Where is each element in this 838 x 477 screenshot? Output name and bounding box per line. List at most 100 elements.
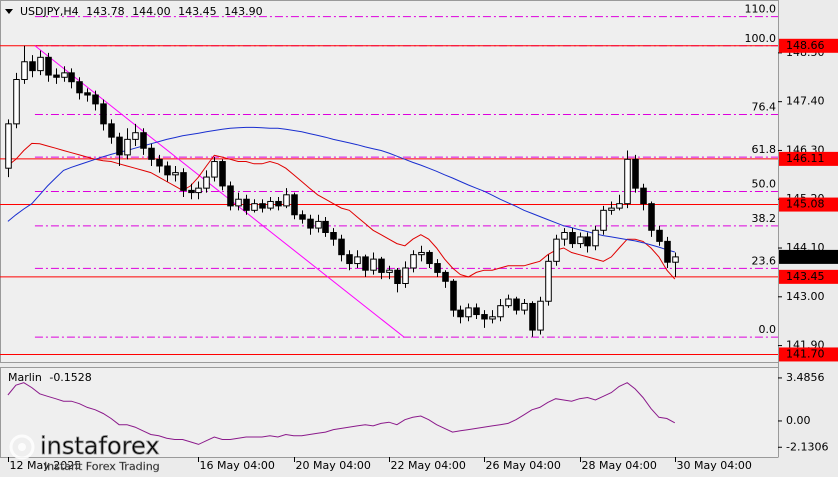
header-low: 143.45 bbox=[178, 5, 217, 18]
candle-body bbox=[53, 74, 60, 78]
candle-body bbox=[29, 61, 36, 72]
candle-body bbox=[203, 176, 210, 189]
fib-level-label: 76.4 bbox=[752, 101, 777, 114]
indicator-panel bbox=[0, 367, 779, 458]
price-axis bbox=[778, 0, 838, 477]
candle-body bbox=[545, 260, 552, 302]
candle-body bbox=[315, 220, 322, 229]
candle-body bbox=[291, 194, 298, 216]
candle-body bbox=[322, 220, 329, 234]
candle-body bbox=[124, 138, 131, 156]
candle-body bbox=[108, 123, 115, 138]
header-close: 143.90 bbox=[224, 5, 263, 18]
candle-body bbox=[227, 185, 234, 207]
candle-body bbox=[672, 256, 679, 263]
candle-body bbox=[37, 56, 44, 72]
watermark bbox=[9, 434, 35, 460]
candle-body bbox=[529, 302, 536, 331]
candle-body bbox=[584, 236, 591, 247]
x-tick-label: 22 May 04:00 bbox=[391, 459, 466, 472]
candle-body bbox=[418, 251, 425, 256]
candle-body bbox=[553, 238, 560, 262]
indicator-header: Marlin -0.1528 bbox=[8, 371, 92, 384]
candle-body bbox=[410, 254, 417, 269]
indicator-name: Marlin bbox=[8, 371, 42, 384]
x-tick-label: 26 May 04:00 bbox=[486, 459, 561, 472]
candle-body bbox=[346, 254, 353, 265]
candle-body bbox=[180, 172, 187, 191]
fib-level-label: 38.2 bbox=[752, 212, 777, 225]
fib-level-label: 110.0 bbox=[745, 3, 777, 16]
level-label-box bbox=[779, 197, 838, 212]
candle-body bbox=[172, 172, 179, 176]
candle-body bbox=[465, 307, 472, 318]
candle-body bbox=[489, 316, 496, 320]
candle-body bbox=[600, 209, 607, 231]
chart-header: USDJPY,H4 143.78 144.00 143.45 143.90 bbox=[20, 5, 263, 18]
x-tick-label: 16 May 04:00 bbox=[200, 459, 275, 472]
indicator-tick-label: 0.00 bbox=[786, 414, 811, 427]
candle-body bbox=[13, 78, 20, 125]
candle-body bbox=[243, 198, 250, 211]
trend-line bbox=[34, 45, 405, 338]
candle-body bbox=[561, 232, 568, 240]
header-high: 144.00 bbox=[132, 5, 171, 18]
candle-body bbox=[513, 298, 520, 311]
candle-body bbox=[434, 263, 441, 273]
candle-body bbox=[283, 194, 290, 207]
candle-body bbox=[378, 258, 385, 273]
level-label: 146.11 bbox=[786, 152, 825, 165]
candle-body bbox=[442, 271, 449, 282]
last-price-box bbox=[779, 249, 838, 264]
fib-level-label: 100.0 bbox=[745, 32, 777, 45]
candle-body bbox=[330, 232, 337, 240]
candle-body bbox=[164, 165, 171, 176]
level-label-box bbox=[779, 347, 838, 362]
menu-triangle[interactable] bbox=[5, 9, 13, 14]
y-tick-label: 143.00 bbox=[786, 290, 825, 303]
candle-body bbox=[21, 61, 28, 80]
symbol-title: USDJPY,H4 bbox=[20, 5, 79, 18]
indicator-line bbox=[7, 382, 676, 445]
candle-body bbox=[537, 300, 544, 331]
candle-body bbox=[577, 236, 584, 245]
candle-body bbox=[457, 309, 464, 318]
watermark-brand: instaforex bbox=[40, 432, 160, 460]
candle-body bbox=[219, 161, 226, 187]
fib-level-label: 23.6 bbox=[752, 254, 777, 267]
candle-body bbox=[68, 72, 75, 83]
candle-body bbox=[481, 314, 488, 320]
watermark-icon bbox=[9, 434, 35, 460]
candle-body bbox=[116, 136, 123, 156]
x-tick-label: 12 May 2025 bbox=[10, 459, 82, 472]
candle-body bbox=[362, 256, 369, 271]
candle-body bbox=[640, 187, 647, 205]
candle-body bbox=[354, 256, 361, 265]
header-open: 143.78 bbox=[86, 5, 125, 18]
candle-body bbox=[394, 269, 401, 285]
candle-body bbox=[76, 81, 83, 94]
candle-body bbox=[148, 147, 155, 160]
indicator-value: -0.1528 bbox=[49, 371, 91, 384]
watermark-tagline: Instant Forex Trading bbox=[44, 460, 160, 473]
candle-body bbox=[648, 203, 655, 231]
candle-body bbox=[188, 189, 195, 194]
candle-body bbox=[92, 94, 99, 105]
candle-body bbox=[132, 132, 139, 140]
candle-body bbox=[195, 187, 202, 194]
y-tick-label: 147.40 bbox=[786, 95, 825, 108]
candle-body bbox=[386, 269, 393, 273]
candle-body bbox=[299, 214, 306, 220]
candle-body bbox=[235, 198, 242, 207]
level-label-box bbox=[779, 269, 838, 284]
candle-body bbox=[450, 280, 457, 311]
main-panel bbox=[0, 0, 779, 363]
candle-body bbox=[497, 305, 504, 318]
candle-body bbox=[140, 132, 147, 149]
candle-body bbox=[664, 240, 671, 263]
watermark-icon-dot bbox=[18, 443, 26, 451]
level-label: 148.66 bbox=[786, 39, 825, 52]
